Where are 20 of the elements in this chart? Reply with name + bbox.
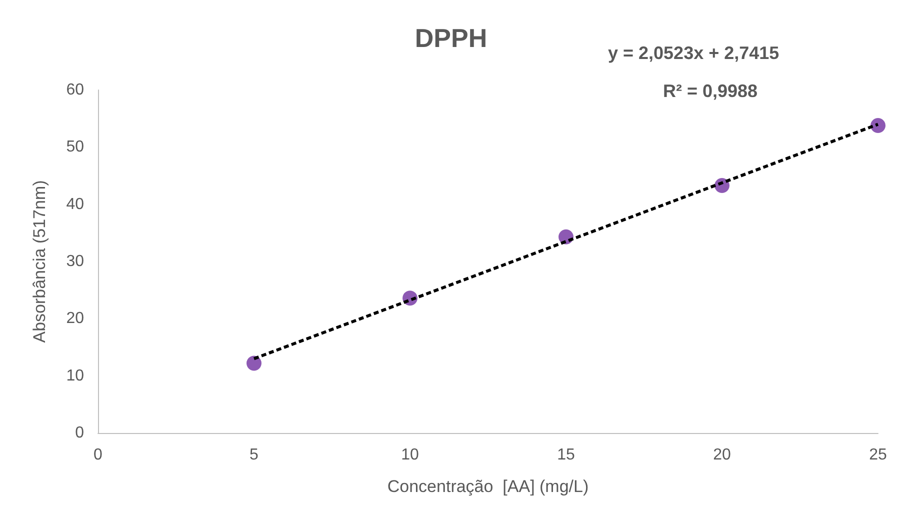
y-tick-label: 0 <box>75 424 84 442</box>
y-tick-label: 40 <box>66 196 84 213</box>
x-tick-label: 0 <box>94 446 103 464</box>
x-tick-label: 15 <box>557 446 575 464</box>
x-tick-label: 5 <box>250 446 259 464</box>
x-axis-title: Concentração [AA] (mg/L) <box>387 477 589 496</box>
x-tick-label: 25 <box>869 446 887 464</box>
y-tick-label: 20 <box>66 310 84 328</box>
point <box>246 356 262 371</box>
text: y = 2,0523x + 2,7415 <box>608 43 780 63</box>
y-axis-title: Absorbância (517nm) <box>30 180 49 343</box>
x-tick-label: 20 <box>713 446 731 464</box>
point <box>870 118 886 133</box>
chart-title: DPPH <box>414 23 488 53</box>
x-tick-label: 10 <box>401 446 419 464</box>
y-tick-label: 30 <box>66 253 84 270</box>
y-tick-label: 50 <box>66 138 84 156</box>
y-tick-label: 10 <box>66 367 84 384</box>
annotation: R² = 0,9988 <box>663 81 758 101</box>
y-tick-label: 60 <box>66 82 84 98</box>
